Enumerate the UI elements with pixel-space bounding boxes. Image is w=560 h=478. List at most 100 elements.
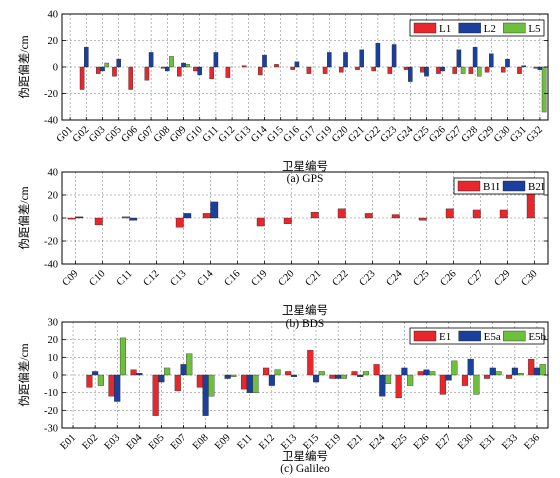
bar-B1I-C22 <box>337 208 346 219</box>
bar-L1-G08 <box>160 66 166 69</box>
x-tick-label-C12: C12 <box>141 268 161 288</box>
bar-E5b-E07 <box>186 353 193 376</box>
bar-E1-E24 <box>373 364 380 376</box>
y-axis-title: 伪距偏差/cm <box>17 186 31 249</box>
bar-E5b-E30 <box>473 374 480 395</box>
bar-E1-E08 <box>196 374 203 388</box>
bar-B1I-C21 <box>310 212 319 219</box>
bar-L2-G02 <box>84 46 89 68</box>
bar-E1-E03 <box>108 374 115 397</box>
bar-B1I-C27 <box>472 209 481 219</box>
bar-E1-E33 <box>506 374 513 379</box>
bar-E5a-E13 <box>290 374 298 377</box>
bar-L1-G14 <box>258 66 263 76</box>
x-tick-label-C16: C16 <box>222 268 242 288</box>
y-tick-label: -40 <box>44 116 58 127</box>
bar-E5b-E09 <box>230 374 237 377</box>
x-tick-label-E26: E26 <box>412 432 432 452</box>
x-tick-label-C21: C21 <box>303 268 323 288</box>
bar-L2-G09 <box>181 62 186 68</box>
bar-L5-G03 <box>104 62 109 68</box>
bar-E1-E31 <box>483 374 491 379</box>
y-tick-label: 20 <box>48 335 59 346</box>
y-tick-label: -20 <box>44 237 58 248</box>
bar-L1-G30 <box>501 66 506 73</box>
x-tick-label-E30: E30 <box>456 432 476 452</box>
y-tick-label: -10 <box>44 388 58 399</box>
bar-E1-E36 <box>528 358 535 376</box>
x-tick-label-C26: C26 <box>438 268 458 288</box>
x-tick-label-C11: C11 <box>115 268 135 288</box>
bar-L2-G25 <box>424 66 429 77</box>
bar-L2-G16 <box>294 61 300 68</box>
bar-L2-G24 <box>408 66 413 82</box>
bar-L1-G22 <box>371 66 376 72</box>
bar-L2-G11 <box>213 52 219 68</box>
bar-L1-G24 <box>403 66 409 70</box>
bar-L5-G08 <box>169 56 174 68</box>
bar-L1-G19 <box>322 66 328 74</box>
bar-E5b-E26 <box>429 371 436 376</box>
bar-E5a-E33 <box>511 367 518 376</box>
x-tick-label-E01: E01 <box>58 432 78 452</box>
legend-swatch-L5 <box>503 22 526 34</box>
bar-E1-E04 <box>130 369 137 376</box>
bar-E5a-E27 <box>445 374 452 381</box>
bar-E5a-E25 <box>401 367 408 376</box>
bar-E5b-E03 <box>119 337 127 376</box>
bar-B1I-C13 <box>175 217 184 228</box>
bar-E5b-E12 <box>274 369 281 376</box>
bar-E1-E07 <box>174 374 181 392</box>
y-tick-label: 20 <box>48 36 59 47</box>
bar-L1-G02 <box>79 66 85 90</box>
x-tick-label-E03: E03 <box>103 432 123 452</box>
x-tick-label-E33: E33 <box>500 432 520 452</box>
bar-E1-E11 <box>240 374 248 390</box>
y-tick-label: 0 <box>53 63 58 74</box>
bar-L1-G07 <box>144 66 150 81</box>
bar-L1-G17 <box>306 66 312 74</box>
bar-E5b-E27 <box>451 360 458 376</box>
x-tick-label-C13: C13 <box>168 268 188 288</box>
x-tick-label-E13: E13 <box>279 432 299 452</box>
x-tick-label-E02: E02 <box>81 432 101 452</box>
bar-B1I-C10 <box>94 217 103 226</box>
bar-E5a-E11 <box>246 374 253 393</box>
bar-E5a-E02 <box>92 371 99 376</box>
bar-L2-G19 <box>327 52 332 68</box>
bar-E5b-E36 <box>539 364 546 376</box>
bar-B2I-C09 <box>75 216 84 219</box>
x-tick-label-E07: E07 <box>169 432 189 452</box>
legend-swatch-B1I <box>457 180 481 192</box>
bar-L2-G07 <box>148 52 154 68</box>
bar-L1-G15 <box>274 64 279 68</box>
x-tick-label-E15: E15 <box>301 432 321 452</box>
y-tick-label: 0 <box>53 371 58 382</box>
bar-E5b-E05 <box>164 367 171 376</box>
legend-swatch-L2 <box>458 22 481 34</box>
bar-L1-G27 <box>452 66 457 74</box>
x-tick-label-E27: E27 <box>434 432 454 452</box>
y-tick-label: 20 <box>48 191 59 202</box>
x-tick-label-C27: C27 <box>465 268 485 288</box>
bar-L1-G03 <box>96 66 101 74</box>
bar-L5-G09 <box>185 64 190 68</box>
legend-swatch-L1 <box>413 22 437 34</box>
x-tick-label-E36: E36 <box>522 432 542 452</box>
bar-B1I-C20 <box>283 217 292 224</box>
bar-E5a-E26 <box>423 369 430 376</box>
bar-E5a-E05 <box>158 374 165 383</box>
x-tick-label-C23: C23 <box>357 268 377 288</box>
bar-L2-G26 <box>440 66 445 72</box>
legend-swatch-E5b <box>503 330 526 342</box>
y-tick-label: 0 <box>53 214 58 225</box>
bar-B1I-C11 <box>121 216 130 219</box>
x-tick-label-C30: C30 <box>519 268 539 288</box>
x-tick-label-C14: C14 <box>195 268 216 289</box>
y-tick-label: 10 <box>48 353 59 364</box>
bar-E5a-E30 <box>467 358 474 376</box>
bar-E5b-E15 <box>318 371 325 376</box>
x-tick-label-E09: E09 <box>213 432 233 452</box>
y-tick-label: -20 <box>44 89 58 100</box>
